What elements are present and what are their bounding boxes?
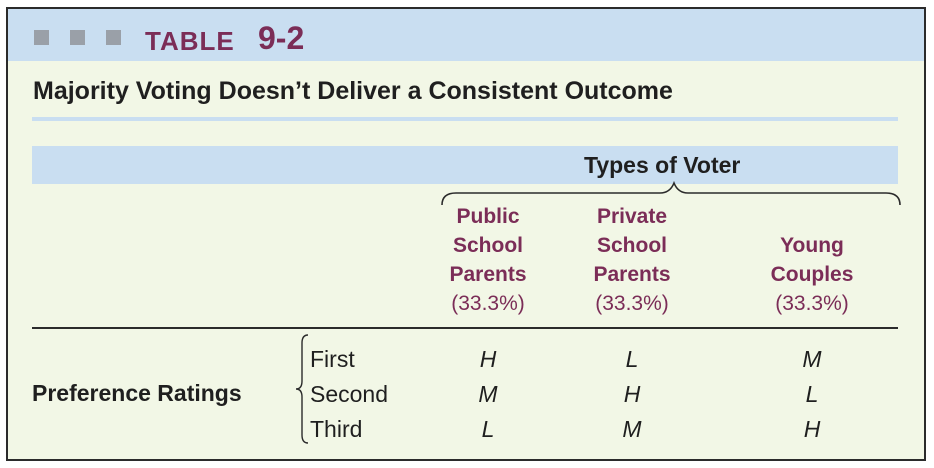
- column-header-line: Public: [456, 205, 520, 228]
- table-cell: L: [481, 416, 495, 442]
- table-subtitle: Majority Voting Doesn’t Deliver a Consis…: [33, 77, 673, 105]
- column-share: (33.3%): [775, 292, 849, 315]
- table-cell: H: [803, 416, 821, 442]
- column-header-private: Private School Parents (33.3%): [572, 202, 692, 318]
- column-header-line: School: [596, 234, 667, 257]
- column-header-line: Young: [780, 234, 844, 257]
- column-share: (33.3%): [595, 292, 669, 315]
- table-cell: M: [478, 381, 498, 407]
- table-frame: TABLE 9-2 Majority Voting Doesn’t Delive…: [6, 7, 926, 461]
- column-header-line: Private: [596, 205, 668, 228]
- table-header-band: TABLE 9-2: [8, 9, 924, 61]
- spanner-brace: [441, 180, 901, 206]
- subtitle-rule: [32, 117, 898, 121]
- table-word: TABLE: [145, 26, 235, 56]
- header-square-2: [70, 30, 85, 45]
- header-square-1: [34, 30, 49, 45]
- table-number: 9-2: [258, 20, 305, 56]
- rank-label-first: First: [310, 346, 355, 372]
- spanner-label: Types of Voter: [584, 152, 741, 178]
- table-cell: L: [805, 381, 819, 407]
- table-cell: M: [622, 416, 642, 442]
- spanner-band: Types of Voter: [32, 146, 898, 184]
- column-header-young: Young Couples (33.3%): [752, 231, 872, 318]
- rank-label-third: Third: [310, 416, 363, 442]
- table-cell: H: [479, 346, 497, 372]
- column-header-public: Public School Parents (33.3%): [428, 202, 548, 318]
- column-header-line: School: [452, 234, 523, 257]
- column-header-line: Parents: [449, 263, 527, 286]
- row-group-brace: [295, 334, 309, 444]
- row-group-label: Preference Ratings: [32, 380, 242, 406]
- table-cell: H: [623, 381, 641, 407]
- table-cell: M: [802, 346, 822, 372]
- column-share: (33.3%): [451, 292, 525, 315]
- column-header-line: Parents: [593, 263, 671, 286]
- table-cell: L: [625, 346, 639, 372]
- header-square-3: [106, 30, 121, 45]
- rank-label-second: Second: [310, 381, 389, 407]
- column-header-line: Couples: [770, 263, 854, 286]
- header-rule: [32, 327, 898, 329]
